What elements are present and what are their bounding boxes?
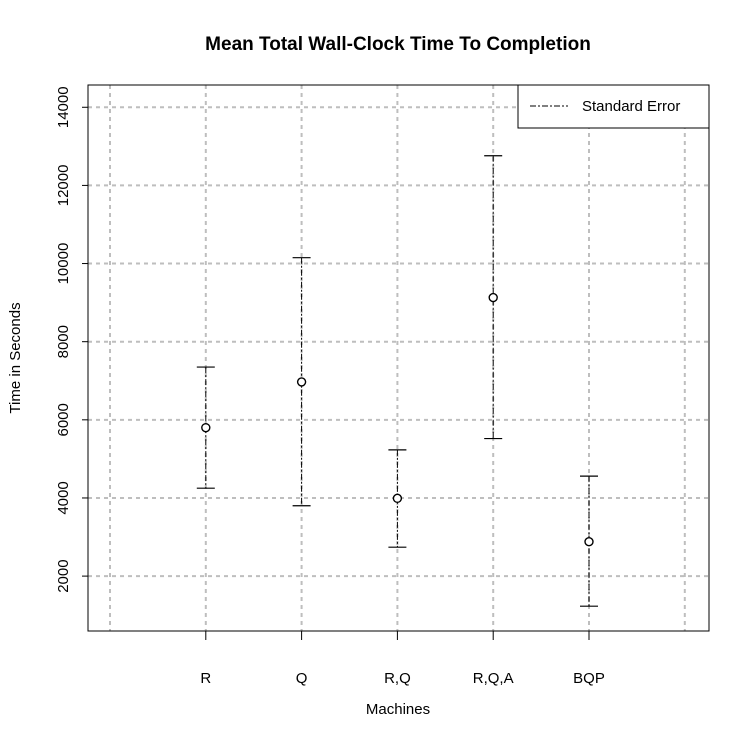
grid-lines [88, 85, 709, 631]
x-axis-label: Machines [366, 701, 430, 718]
legend-label: Standard Error [582, 98, 680, 115]
y-axis: 2000 4000 6000 8000 10000 12000 14000 [55, 86, 88, 593]
mean-point [296, 377, 307, 387]
chart-title: Mean Total Wall-Clock Time To Completion [205, 34, 591, 55]
y-tick-label: 10000 [55, 243, 72, 285]
legend-box [517, 84, 710, 129]
y-tick-label: 8000 [55, 325, 72, 358]
mean-point [201, 422, 211, 433]
mean-point [488, 292, 498, 303]
x-tick-label: R,Q,A [473, 670, 514, 687]
x-tick-label: BQP [573, 670, 605, 687]
data-marks [196, 155, 598, 607]
y-tick-label: 12000 [55, 165, 72, 207]
x-axis: R Q R,Q R,Q,A BQP [200, 631, 605, 687]
y-tick-label: 6000 [55, 403, 72, 436]
x-tick-label: Q [296, 670, 308, 687]
legend: Standard Error [517, 84, 710, 129]
y-axis-label: Time in Seconds [7, 302, 24, 413]
mean-point [584, 537, 594, 547]
x-tick-label: R [200, 670, 211, 687]
y-tick-label: 14000 [55, 86, 72, 128]
y-tick-label: 2000 [55, 559, 72, 592]
plot-box [87, 84, 710, 632]
y-tick-label: 4000 [55, 481, 72, 514]
mean-point [392, 493, 403, 504]
x-tick-label: R,Q [384, 670, 411, 687]
